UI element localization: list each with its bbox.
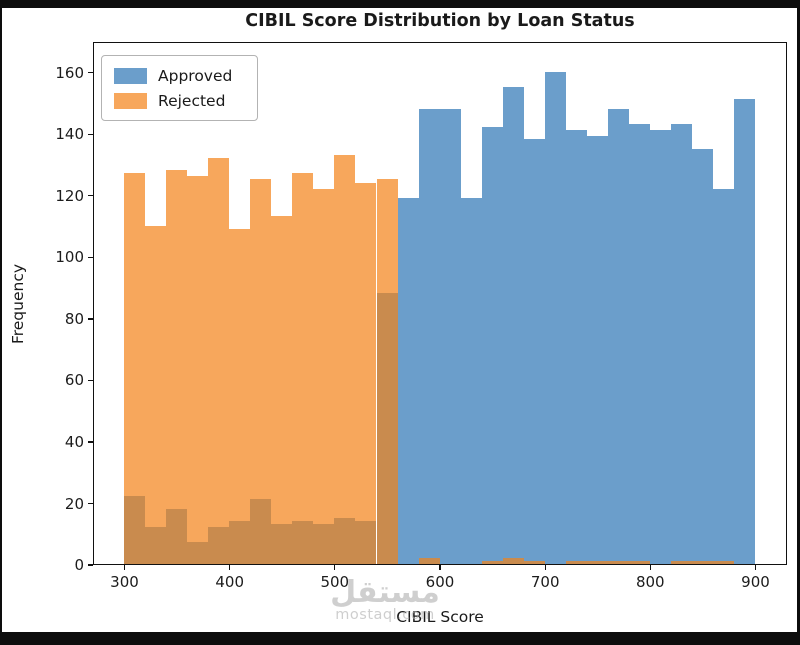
y-tick bbox=[88, 441, 93, 443]
histogram-bar bbox=[124, 496, 146, 564]
x-tick-label: 400 bbox=[215, 573, 244, 591]
plot-area bbox=[93, 42, 787, 565]
legend-approved-label: Approved bbox=[158, 66, 233, 85]
histogram-bar bbox=[691, 148, 713, 561]
histogram-bar bbox=[292, 520, 314, 564]
y-tick bbox=[88, 502, 93, 505]
x-tick bbox=[439, 565, 441, 570]
histogram-bar bbox=[734, 99, 756, 564]
histogram-bar bbox=[334, 154, 356, 518]
histogram-bar bbox=[376, 293, 398, 564]
histogram-bar bbox=[229, 520, 251, 564]
y-tick bbox=[88, 564, 93, 566]
x-tick bbox=[649, 565, 651, 570]
legend: Approved Rejected bbox=[101, 55, 258, 121]
histogram-bar bbox=[502, 87, 524, 558]
histogram-bar bbox=[670, 124, 692, 561]
histogram-bar bbox=[670, 560, 692, 564]
histogram-bar bbox=[628, 560, 650, 564]
legend-item-rejected: Rejected bbox=[102, 92, 257, 110]
histogram-bar bbox=[355, 182, 377, 521]
histogram-bar bbox=[586, 136, 608, 561]
legend-rejected-swatch-icon bbox=[114, 92, 147, 109]
y-tick-label: 140 bbox=[55, 125, 84, 144]
histogram-bar bbox=[313, 524, 335, 564]
histogram-bar bbox=[355, 520, 377, 564]
y-tick bbox=[88, 72, 93, 74]
histogram-bar bbox=[691, 560, 713, 564]
x-tick bbox=[123, 565, 126, 570]
histogram-bar bbox=[481, 560, 503, 564]
histogram-bar bbox=[292, 173, 314, 521]
x-tick-label: 300 bbox=[110, 573, 139, 591]
y-tick-label: 20 bbox=[64, 494, 84, 513]
histogram-bar bbox=[607, 560, 629, 564]
histogram-bar bbox=[712, 560, 734, 564]
histogram-bar bbox=[334, 517, 356, 564]
histogram-bar bbox=[187, 542, 209, 564]
y-tick-label: 0 bbox=[74, 556, 84, 574]
histogram-bar bbox=[586, 560, 608, 564]
x-tick bbox=[334, 565, 336, 570]
y-axis-label: Frequency bbox=[9, 263, 27, 345]
histogram-bar bbox=[208, 527, 230, 564]
y-tick-label: 60 bbox=[64, 371, 84, 390]
histogram-bar bbox=[208, 157, 230, 528]
histogram-bar bbox=[166, 508, 188, 564]
legend-approved-swatch-icon bbox=[114, 67, 147, 84]
histogram-bar bbox=[313, 188, 335, 525]
histogram-bar bbox=[250, 179, 272, 500]
histogram-bar bbox=[565, 130, 587, 561]
histogram-bar bbox=[187, 176, 209, 543]
y-tick-label: 80 bbox=[64, 309, 84, 328]
histogram-bar bbox=[397, 197, 419, 564]
x-tick-label: 800 bbox=[635, 573, 665, 591]
x-axis-label: CIBIL Score bbox=[396, 608, 484, 626]
y-tick bbox=[88, 379, 93, 382]
histogram-bar bbox=[607, 108, 629, 561]
y-tick bbox=[88, 195, 93, 197]
histogram-bar bbox=[712, 188, 734, 561]
x-tick-label: 600 bbox=[425, 573, 455, 591]
histogram-bar bbox=[376, 179, 398, 294]
histogram-bar bbox=[439, 108, 461, 564]
histogram-bar bbox=[124, 173, 146, 497]
legend-item-approved: Approved bbox=[102, 67, 257, 85]
x-tick-label: 500 bbox=[320, 573, 350, 591]
histogram-bar bbox=[544, 71, 566, 564]
histogram-bar bbox=[523, 139, 545, 561]
chart-title: CIBIL Score Distribution by Loan Status bbox=[245, 11, 635, 31]
y-tick-label: 100 bbox=[55, 248, 84, 267]
y-tick-label: 120 bbox=[55, 186, 84, 205]
x-tick bbox=[754, 565, 757, 570]
legend-rejected-label: Rejected bbox=[158, 91, 226, 110]
y-tick-label: 160 bbox=[55, 63, 84, 82]
histogram-bar bbox=[250, 499, 272, 564]
histogram-bar bbox=[481, 127, 503, 561]
histogram-bar bbox=[502, 557, 524, 564]
y-tick-label: 40 bbox=[64, 432, 84, 451]
histogram-bar bbox=[271, 216, 293, 525]
histogram-bar bbox=[229, 228, 251, 521]
histogram-bar bbox=[145, 225, 167, 528]
histogram-bar bbox=[418, 557, 440, 564]
histogram-bar bbox=[460, 197, 482, 564]
x-tick bbox=[229, 565, 231, 570]
y-tick bbox=[88, 256, 93, 259]
x-tick bbox=[544, 565, 546, 570]
histogram-bar bbox=[271, 524, 293, 564]
x-tick-label: 700 bbox=[530, 573, 560, 591]
y-tick bbox=[88, 318, 93, 320]
histogram-bar bbox=[628, 124, 650, 561]
histogram-bar bbox=[649, 130, 671, 564]
y-tick bbox=[88, 133, 93, 135]
histogram-bar bbox=[145, 527, 167, 564]
x-tick-label: 900 bbox=[741, 573, 770, 591]
histogram-bar bbox=[565, 560, 587, 564]
histogram-bar bbox=[418, 108, 440, 558]
histogram-bar bbox=[523, 560, 545, 564]
histogram-bar bbox=[166, 170, 188, 509]
